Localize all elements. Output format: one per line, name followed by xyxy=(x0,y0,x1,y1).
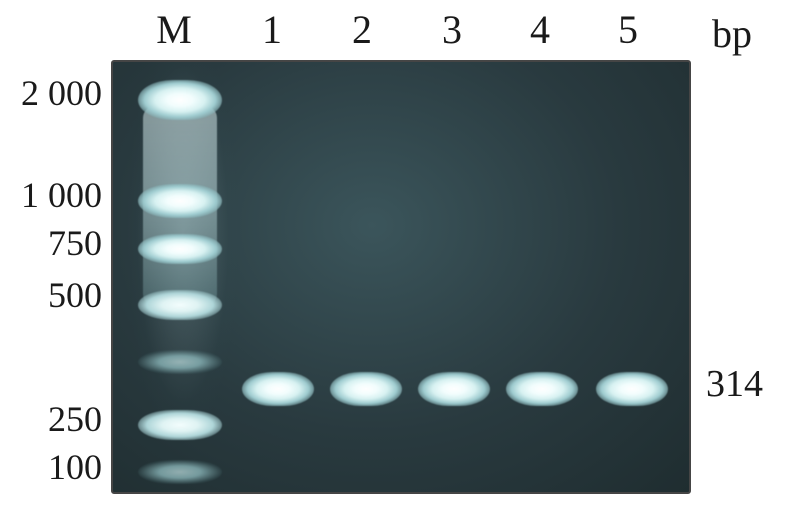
marker-tick-750: 750 xyxy=(2,222,102,264)
sample-band-lane4 xyxy=(506,372,579,406)
unit-label: bp xyxy=(712,10,752,57)
sample-band-lane1 xyxy=(242,372,315,406)
marker-band-250 xyxy=(138,410,222,440)
lane-label-1: 1 xyxy=(242,6,302,53)
lane-label-2: 2 xyxy=(332,6,392,53)
lane-label-M: M xyxy=(144,6,204,53)
marker-tick-2000: 2 000 xyxy=(2,72,102,114)
lane-4 xyxy=(494,62,590,492)
marker-tick-1000: 1 000 xyxy=(2,174,102,216)
lane-label-4: 4 xyxy=(510,6,570,53)
lane-label-5: 5 xyxy=(598,6,658,53)
lane-2 xyxy=(318,62,414,492)
gel-figure: M 1 2 3 4 5 bp 2 000 1 000 750 500 250 1… xyxy=(0,0,796,506)
sample-band-lane3 xyxy=(418,372,491,406)
sample-band-label: 314 xyxy=(706,362,763,406)
marker-band-100 xyxy=(138,460,222,484)
marker-band-2000 xyxy=(138,80,222,120)
marker-tick-250: 250 xyxy=(2,398,102,440)
marker-band-500 xyxy=(138,290,222,320)
sample-band-lane5 xyxy=(596,372,669,406)
sample-band-lane2 xyxy=(330,372,403,406)
marker-band-750 xyxy=(138,234,222,264)
marker-tick-100: 100 xyxy=(2,446,102,488)
marker-band-1000 xyxy=(138,184,222,218)
lane-5 xyxy=(584,62,680,492)
lane-label-3: 3 xyxy=(422,6,482,53)
gel-image xyxy=(111,60,691,494)
lane-1 xyxy=(230,62,326,492)
marker-band-intermediate xyxy=(138,350,222,374)
lane-3 xyxy=(406,62,502,492)
lane-M xyxy=(125,62,235,492)
marker-tick-500: 500 xyxy=(2,274,102,316)
